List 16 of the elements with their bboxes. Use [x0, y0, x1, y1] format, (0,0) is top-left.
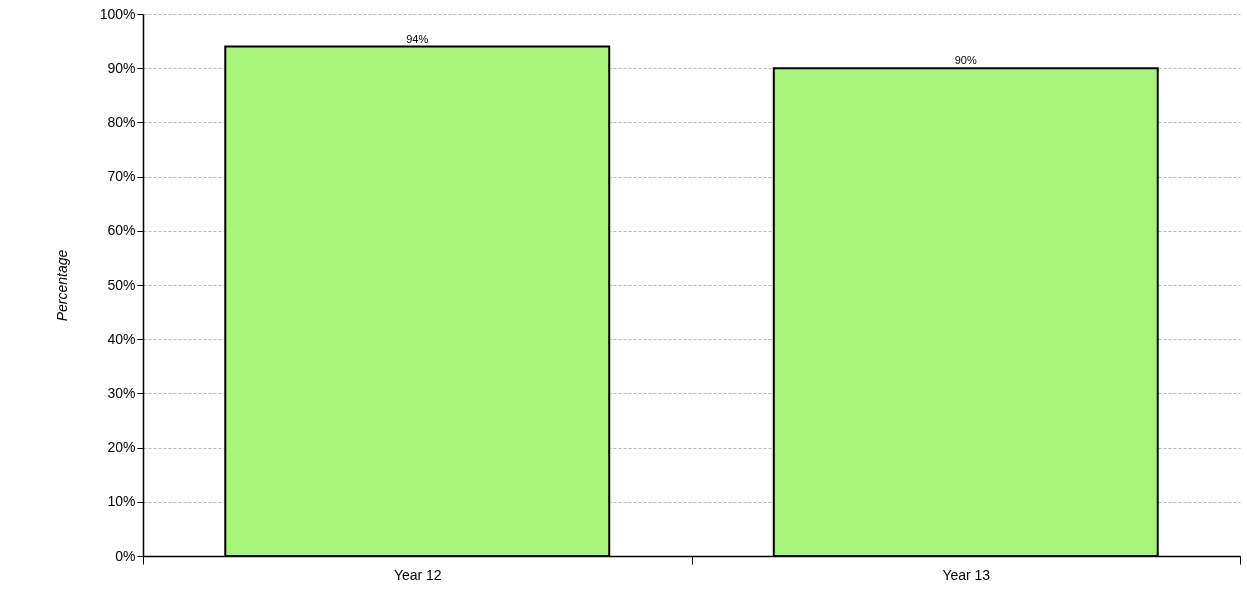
y-tick-label: 60%	[107, 222, 136, 239]
y-tick-label: 50%	[107, 276, 136, 293]
y-tick-label: 30%	[107, 384, 136, 401]
y-tick-label: 90%	[107, 59, 136, 76]
y-axis-title: Percentage	[53, 249, 70, 322]
data-label: 90%	[954, 54, 977, 67]
y-tick-label: 0%	[115, 547, 136, 564]
y-tick-label: 100%	[99, 5, 136, 22]
y-tick-label: 40%	[107, 330, 136, 347]
data-label: 94%	[406, 32, 429, 45]
x-tick-label: Year 13	[942, 566, 991, 583]
y-tick-label: 80%	[107, 113, 136, 130]
y-tick-label: 10%	[107, 493, 136, 510]
y-tick-label: 20%	[107, 439, 136, 456]
y-tick-label: 70%	[107, 168, 136, 185]
x-tick-label: Year 12	[393, 566, 442, 583]
